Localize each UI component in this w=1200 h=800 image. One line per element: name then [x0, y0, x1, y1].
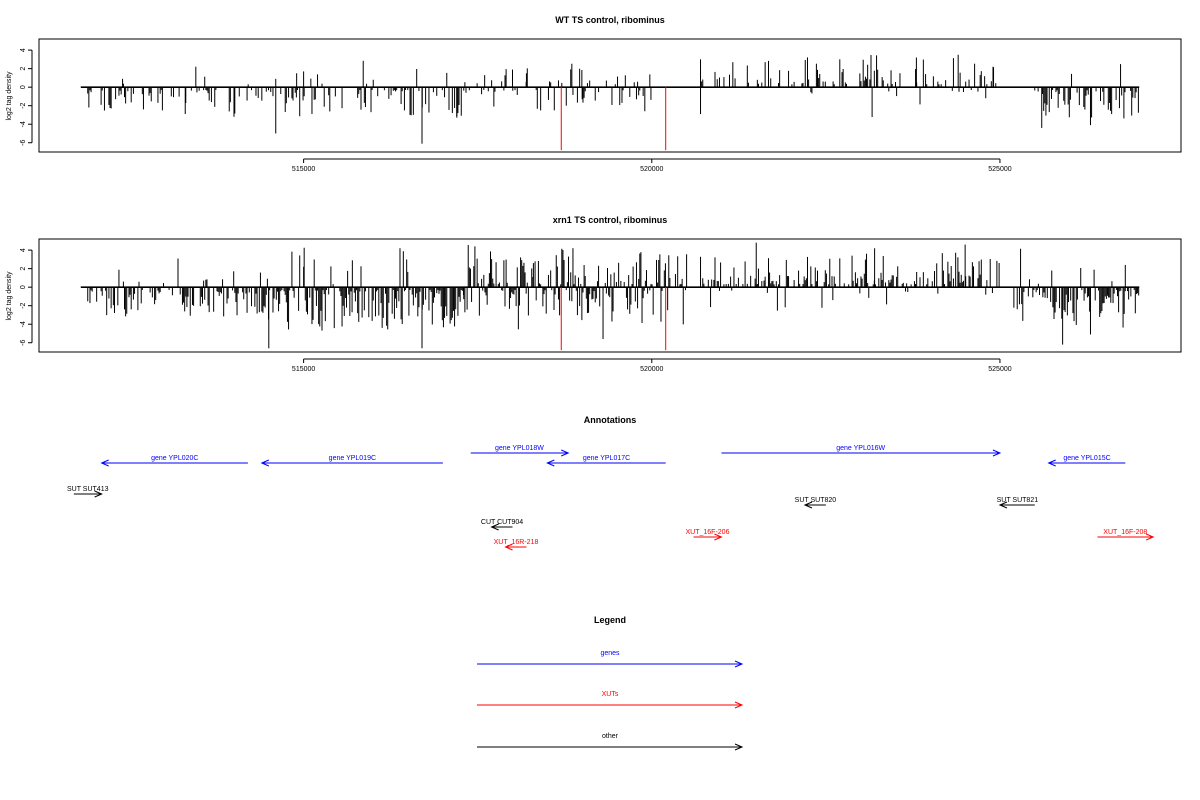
y-tick-label: -6 [20, 140, 27, 146]
legend-item: other [477, 733, 744, 751]
legend-label: other [602, 733, 619, 740]
legend-arrow-head [734, 701, 744, 709]
plot-frame [38, 38, 1182, 153]
feature-label: gene YPL016W [836, 445, 885, 452]
y-tick-label: -2 [20, 302, 27, 308]
feature-label: gene YPL019C [329, 455, 376, 462]
feature-arrow-head [94, 490, 103, 498]
y-tick-label: -4 [20, 121, 27, 127]
feature-label: gene YPL020C [151, 455, 198, 462]
feature-arrow-head [1145, 533, 1155, 541]
legend-arrow-head [734, 660, 744, 668]
annotation-feature: XUT_16F-208 [1097, 529, 1155, 541]
y-tick-label: 0 [20, 285, 27, 289]
xrn1-density-panel: xrn1 TS control, ribominus log2 tag dens… [6, 215, 1182, 373]
annotation-feature: gene YPL015C [1047, 455, 1126, 467]
annotation-feature: SUT SUT413 [67, 486, 109, 498]
legend: Legend genes XUTs other [477, 615, 744, 751]
annotations-track: Annotations gene YPL020C gene YPL019C gene… [67, 415, 1155, 551]
legend-item: genes [477, 650, 744, 668]
feature-arrow-head [561, 449, 570, 457]
feature-arrow-head [992, 449, 1002, 457]
annotation-feature: XUT_16F-206 [686, 529, 730, 541]
y-tick-label: -6 [20, 340, 27, 346]
feature-arrow-head [1047, 459, 1056, 467]
annotation-feature: gene YPL016W [721, 445, 1002, 457]
density-bars [80, 242, 1140, 351]
x-tick-label: 520000 [640, 366, 663, 373]
wt-density-panel: WT TS control, ribominus log2 tag densit… [6, 15, 1182, 173]
annotation-feature: SUT SUT821 [997, 497, 1039, 509]
annotation-feature: gene YPL019C [260, 455, 443, 467]
feature-label: XUT_16F-206 [686, 529, 730, 536]
chart-title: WT TS control, ribominus [555, 15, 665, 25]
feature-label: SUT SUT413 [67, 486, 109, 493]
legend-title: Legend [594, 615, 626, 625]
y-tick-label: 4 [20, 248, 27, 252]
feature-arrow-head [504, 543, 513, 551]
feature-label: SUT SUT820 [795, 497, 837, 504]
y-axis-label: log2 tag density [6, 71, 13, 121]
feature-label: XUT_16F-208 [1103, 529, 1147, 536]
annotation-feature: CUT CUT904 [481, 519, 523, 531]
y-tick-label: 2 [20, 267, 27, 271]
chart-title: xrn1 TS control, ribominus [553, 215, 668, 225]
legend-item: XUTs [477, 691, 744, 709]
axes: 4 2 0 -2 -4 -6 515000 520000 525000 [20, 48, 1012, 173]
legend-label: XUTs [602, 691, 619, 698]
feature-arrow-head [998, 501, 1008, 509]
y-tick-label: -4 [20, 321, 27, 327]
feature-label: gene YPL017C [583, 455, 630, 462]
feature-arrow-head [260, 459, 270, 467]
y-tick-label: 4 [20, 48, 27, 52]
plot-frame [38, 238, 1182, 353]
feature-arrow-head [714, 533, 723, 541]
annotation-feature: SUT SUT820 [795, 497, 837, 509]
feature-label: CUT CUT904 [481, 519, 523, 526]
feature-arrow-head [490, 523, 499, 531]
y-tick-label: 2 [20, 67, 27, 71]
legend-label: genes [600, 650, 620, 657]
y-axis-label: log2 tag density [6, 271, 13, 321]
y-tick-label: 0 [20, 85, 27, 89]
x-tick-label: 525000 [988, 166, 1011, 173]
x-tick-label: 525000 [988, 366, 1011, 373]
feature-label: gene YPL015C [1063, 455, 1110, 462]
annotation-feature: gene YPL017C [546, 455, 666, 467]
feature-label: XUT_16R-218 [494, 539, 539, 546]
x-tick-label: 515000 [292, 166, 315, 173]
x-tick-label: 520000 [640, 166, 663, 173]
legend-arrow-head [734, 743, 744, 751]
feature-label: SUT SUT821 [997, 497, 1039, 504]
axes: 4 2 0 -2 -4 -6 515000 520000 525000 [20, 248, 1012, 373]
annotation-feature: XUT_16R-218 [494, 539, 539, 551]
density-bars [80, 54, 1140, 151]
feature-arrow-head [100, 459, 109, 467]
annotation-feature: gene YPL020C [100, 455, 248, 467]
feature-arrow-head [803, 501, 813, 509]
annotation-feature: gene YPL018W [470, 445, 570, 457]
feature-arrow-head [546, 459, 555, 467]
x-tick-label: 515000 [292, 366, 315, 373]
feature-label: gene YPL018W [495, 445, 544, 452]
y-tick-label: -2 [20, 102, 27, 108]
annotations-title: Annotations [584, 415, 637, 425]
